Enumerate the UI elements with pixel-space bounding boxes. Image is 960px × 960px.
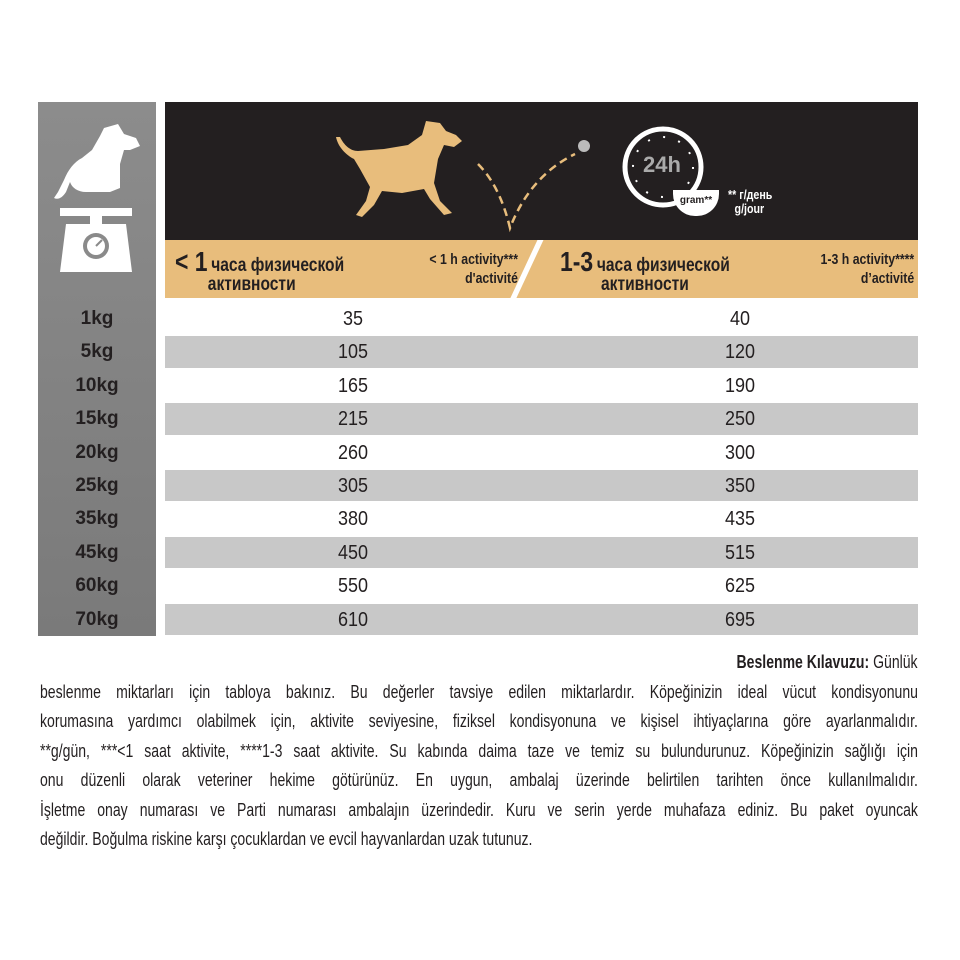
weight-label: 45kg <box>75 541 119 563</box>
weight-label: 1kg <box>80 308 114 329</box>
low-activity-value: 380 <box>337 508 369 531</box>
guide-line: Beslenme Kılavuzu: Günlük <box>40 648 918 678</box>
low-activity-value: 105 <box>337 341 369 364</box>
unit-label: ** г/день g/jour <box>728 188 772 216</box>
low-activity-value: 165 <box>337 374 369 397</box>
weight-label: 10kg <box>75 374 119 396</box>
col2-ru-header: 1-3 часа физической активности <box>560 246 730 295</box>
col1-ru-line2: активности <box>207 274 296 295</box>
low-activity-value: 215 <box>337 408 369 431</box>
guide-line: korumasına yardımcı olabilmek için, akti… <box>40 711 918 731</box>
guide-line: İşletme onay numarası ve Parti numarası … <box>40 799 918 820</box>
dog-on-scale-icon <box>54 124 140 272</box>
bowl-icon: gram** <box>673 190 719 216</box>
activity-header: < 1 часа физической активности < 1 h act… <box>165 240 918 298</box>
col2-ru-rest: часа физической <box>596 255 730 276</box>
table-row: 60kg 550 625 <box>38 569 918 602</box>
row-background <box>165 603 918 635</box>
table-row: 1kg 35 40 <box>38 302 918 335</box>
header-banner: 24h gram** ** г/день g/jour <box>165 102 918 240</box>
table-row: 5kg 105 120 <box>38 335 918 368</box>
unit-ru: ** г/день <box>728 187 773 202</box>
row-background <box>165 503 918 534</box>
high-activity-value: 190 <box>724 374 756 397</box>
table-row: 20kg 260 300 <box>38 436 918 469</box>
high-activity-value: 435 <box>724 508 756 531</box>
row-background <box>165 437 918 468</box>
high-activity-value: 120 <box>724 341 756 364</box>
guide-line: değildir. Boğulma riskine karşı çocuklar… <box>40 829 533 849</box>
high-activity-value: 40 <box>729 308 751 330</box>
low-activity-value: 305 <box>337 475 369 497</box>
table-row: 45kg 450 515 <box>38 536 918 569</box>
guide-line: beslenme miktarları için tabloya bakınız… <box>40 681 918 702</box>
guide-line: onu düzenli olarak veteriner hekime götü… <box>40 770 918 790</box>
row-background <box>165 336 918 368</box>
col2-ru-line2: активности <box>601 274 689 295</box>
col1-big: < 1 <box>175 246 208 277</box>
col2-big: 1-3 <box>560 246 594 277</box>
unit-fr: g/jour <box>734 201 765 216</box>
high-activity-value: 350 <box>724 475 756 497</box>
weight-label: 70kg <box>75 608 119 630</box>
table-row: 70kg 610 695 <box>38 603 918 636</box>
row-background <box>165 536 918 569</box>
ball-trajectory-icon <box>477 140 590 233</box>
weight-column <box>38 102 156 636</box>
feeding-guide-text: Beslenme Kılavuzu: Günlük beslenme mikta… <box>40 648 918 855</box>
table-row: 10kg 165 190 <box>38 369 918 402</box>
high-activity-value: 695 <box>724 608 756 631</box>
col2-fr-header: 1-3 h activity**** d’activité <box>820 250 914 288</box>
high-activity-value: 625 <box>724 575 756 598</box>
guide-text: Günlük <box>873 652 918 672</box>
row-background <box>165 370 918 401</box>
col2-fr-line1: 1-3 h activity**** <box>820 251 914 268</box>
row-background <box>165 403 918 435</box>
weight-label: 25kg <box>75 475 119 496</box>
running-dog-icon <box>336 121 462 217</box>
clock-24h-icon: 24h <box>618 122 708 212</box>
weight-label: 15kg <box>75 408 119 430</box>
col1-ru-rest: часа физической <box>211 255 345 276</box>
col1-ru-header: < 1 часа физической активности <box>175 246 344 295</box>
clock-label: 24h <box>643 152 681 177</box>
row-background <box>165 303 918 334</box>
table-row: 15kg 215 250 <box>38 402 918 435</box>
weight-label: 60kg <box>75 575 119 597</box>
low-activity-value: 35 <box>342 308 364 330</box>
col1-fr-header: < 1 h activity*** d'activité <box>429 250 518 288</box>
col1-fr-line1: < 1 h activity*** <box>429 251 518 268</box>
weight-label: 20kg <box>75 441 119 463</box>
col2-fr-line2: d’activité <box>860 270 914 287</box>
low-activity-value: 550 <box>337 575 369 598</box>
row-background <box>165 570 918 601</box>
high-activity-value: 300 <box>724 441 756 464</box>
low-activity-value: 450 <box>337 541 369 564</box>
row-background <box>165 470 918 502</box>
high-activity-value: 250 <box>724 408 756 431</box>
col1-fr-line2: d'activité <box>465 270 518 287</box>
low-activity-value: 610 <box>337 608 369 631</box>
high-activity-value: 515 <box>724 541 756 564</box>
table-row: 25kg 305 350 <box>38 469 918 502</box>
weight-label: 35kg <box>75 508 119 530</box>
table-row: 35kg 380 435 <box>38 502 918 535</box>
guide-title: Beslenme Kılavuzu: <box>736 652 870 672</box>
weight-label: 5kg <box>80 341 114 363</box>
low-activity-value: 260 <box>337 441 369 464</box>
bowl-label: gram** <box>679 195 713 206</box>
guide-line: **g/gün, ***<1 saat aktivite, ****1-3 sa… <box>40 740 918 761</box>
